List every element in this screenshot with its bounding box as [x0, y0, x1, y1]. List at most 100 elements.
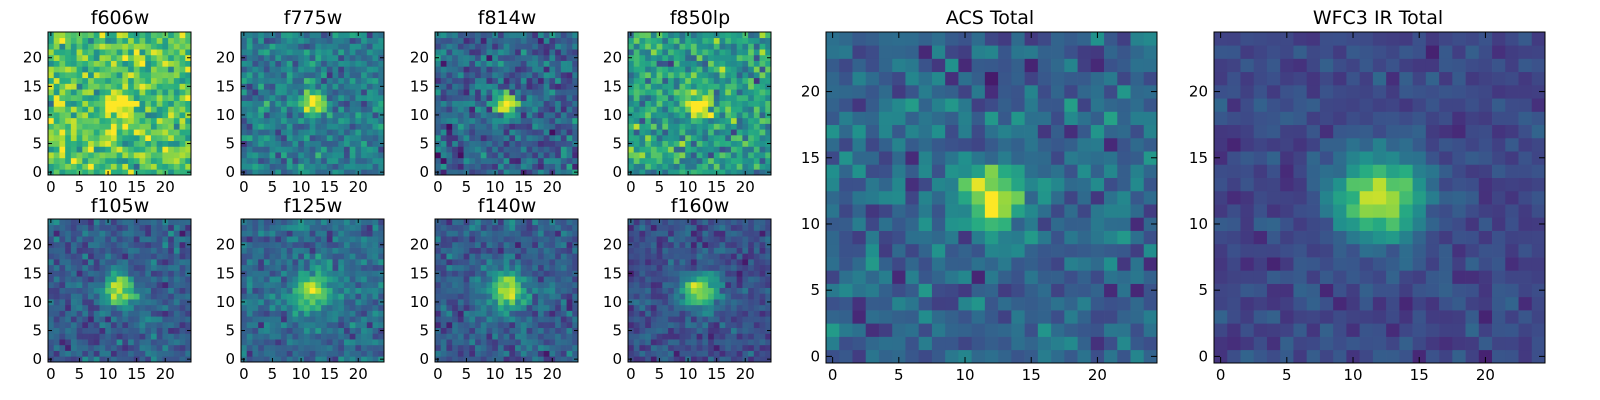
- pixel-grid: [628, 219, 772, 363]
- pixel-cell: [173, 304, 180, 311]
- pixel-cell: [105, 140, 112, 147]
- pixel-cell: [440, 83, 447, 90]
- pixel-cell: [70, 321, 77, 329]
- pixel-cell: [549, 163, 556, 170]
- pixel-cell: [515, 253, 522, 260]
- pixel-cell: [457, 350, 464, 357]
- pixel-cell: [150, 287, 158, 294]
- pixel-cell: [435, 224, 442, 231]
- pixel-cell: [298, 60, 305, 67]
- pixel-cell: [162, 264, 169, 271]
- pixel-cell: [93, 140, 100, 147]
- pixel-cell: [53, 146, 60, 153]
- pixel-cell: [497, 327, 504, 334]
- pixel-cell: [492, 321, 499, 329]
- pixel-cell: [355, 230, 362, 237]
- y-tick-label: 10: [603, 106, 622, 124]
- pixel-cell: [372, 339, 379, 346]
- pixel-cell: [679, 89, 686, 96]
- pixel-cell: [70, 219, 77, 226]
- pixel-cell: [486, 356, 493, 363]
- pixel-cell: [469, 356, 476, 363]
- pixel-cell: [70, 327, 77, 334]
- pixel-cell: [650, 129, 657, 136]
- pixel-cell: [753, 169, 760, 176]
- pixel-cell: [48, 129, 55, 136]
- pixel-cell: [315, 287, 322, 294]
- pixel-cell: [435, 287, 442, 294]
- pixel-cell: [492, 316, 499, 323]
- pixel-cell: [252, 100, 259, 107]
- pixel-cell: [463, 89, 470, 96]
- pixel-cell: [372, 106, 379, 113]
- pixel-cell: [298, 72, 305, 79]
- pixel-cell: [162, 140, 169, 147]
- pixel-cell: [116, 333, 123, 340]
- pixel-cell: [633, 333, 640, 340]
- pixel-cell: [736, 163, 743, 170]
- pixel-cell: [303, 49, 310, 56]
- pixel-cell: [662, 163, 669, 170]
- pixel-cell: [543, 236, 550, 243]
- pixel-cell: [338, 60, 345, 67]
- pixel-cell: [543, 169, 550, 176]
- pixel-cell: [349, 163, 356, 170]
- pixel-cell: [303, 333, 310, 340]
- pixel-cell: [366, 169, 373, 176]
- pixel-cell: [555, 321, 562, 329]
- pixel-cell: [185, 304, 192, 311]
- pixel-cell: [463, 94, 470, 101]
- pixel-cell: [509, 163, 516, 170]
- pixel-cell: [736, 333, 743, 340]
- x-tick-label: 0: [46, 178, 56, 196]
- pixel-cell: [486, 299, 493, 306]
- pixel-cell: [725, 169, 732, 176]
- pixel-cell: [572, 43, 579, 50]
- pixel-cell: [122, 230, 129, 237]
- pixel-cell: [332, 344, 339, 351]
- pixel-cell: [509, 247, 516, 254]
- pixel-cell: [303, 123, 310, 130]
- pixel-cell: [668, 77, 675, 84]
- pixel-cell: [435, 37, 442, 44]
- pixel-cell: [70, 94, 77, 101]
- pixel-cell: [76, 37, 83, 44]
- pixel-cell: [110, 241, 117, 248]
- pixel-cell: [435, 72, 442, 79]
- pixel-cell: [246, 152, 253, 159]
- pixel-cell: [372, 89, 379, 96]
- pixel-cell: [321, 253, 328, 260]
- pixel-cell: [633, 77, 640, 84]
- pixel-cell: [696, 140, 703, 147]
- pixel-cell: [70, 146, 77, 153]
- pixel-cell: [480, 66, 487, 73]
- pixel-cell: [486, 241, 493, 248]
- pixel-cell: [48, 146, 55, 153]
- pixel-cell: [372, 163, 379, 170]
- pixel-cell: [298, 264, 305, 271]
- pixel-cell: [509, 281, 516, 288]
- pixel-cell: [275, 77, 282, 84]
- pixel-cell: [759, 134, 766, 142]
- y-tick-label: 15: [216, 77, 235, 95]
- pixel-cell: [326, 270, 333, 277]
- pixel-cell: [685, 287, 692, 294]
- pixel-cell: [70, 224, 77, 231]
- pixel-cell: [475, 299, 482, 306]
- pixel-cell: [292, 163, 299, 170]
- pixel-cell: [446, 299, 453, 306]
- pixel-cell: [480, 264, 487, 271]
- pixel-cell: [690, 117, 697, 124]
- pixel-cell: [759, 54, 766, 61]
- pixel-cell: [656, 157, 663, 164]
- pixel-cell: [730, 327, 738, 334]
- pixel-cell: [286, 230, 293, 237]
- pixel-cell: [343, 100, 351, 107]
- pixel-cell: [361, 327, 368, 334]
- pixel-cell: [133, 72, 140, 79]
- pixel-cell: [696, 60, 703, 67]
- pixel-cell: [70, 236, 77, 243]
- pixel-cell: [520, 344, 527, 351]
- pixel-cell: [446, 66, 453, 73]
- pixel-cell: [719, 321, 726, 329]
